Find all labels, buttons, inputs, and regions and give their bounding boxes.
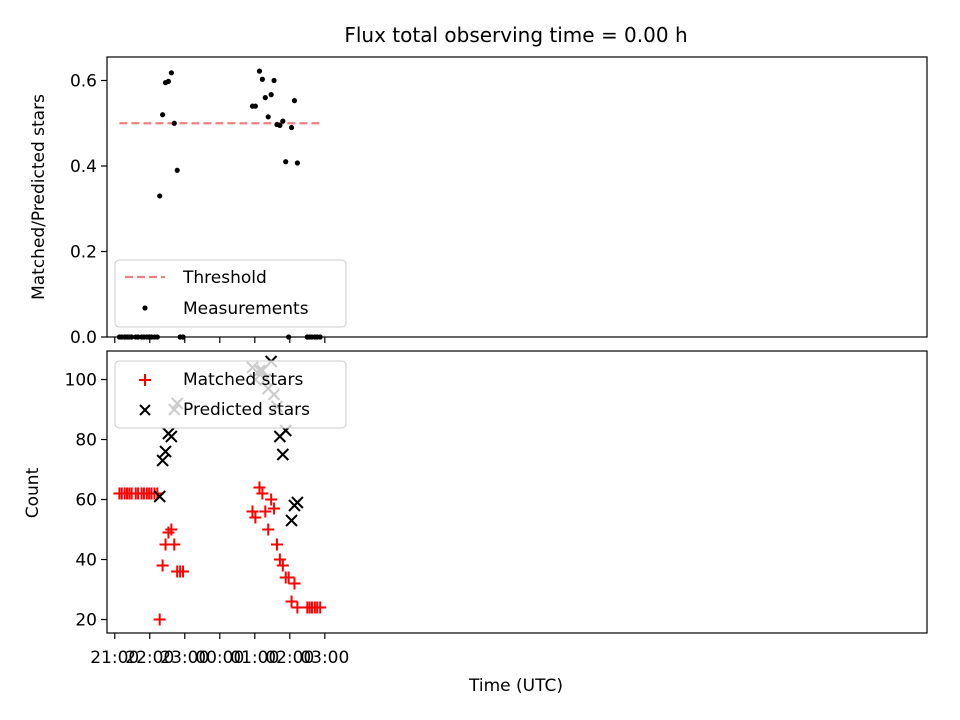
matched-star-point <box>168 538 181 551</box>
bottom-y-axis-label: Count <box>23 467 43 518</box>
matched-star-point <box>246 505 259 518</box>
x-tick-label: 02:00 <box>265 648 314 668</box>
x-tick-label: 01:00 <box>230 648 279 668</box>
bottom-legend-box <box>114 360 347 429</box>
bottom-y-tick-label: 20 <box>75 611 97 631</box>
legend-measurements-label: Measurements <box>183 299 309 319</box>
predicted-star-point <box>159 445 172 458</box>
x-tick-label: 21:00 <box>90 648 139 668</box>
top-y-tick-label: 0.6 <box>70 72 97 92</box>
top-plot-frame <box>106 56 928 338</box>
measurement-point <box>259 76 265 82</box>
measurement-point <box>317 334 323 340</box>
matched-star-point <box>273 553 286 566</box>
x-tick-label: 23:00 <box>160 648 209 668</box>
measurement-point <box>291 98 298 104</box>
legend-matched-swatch <box>139 374 151 386</box>
measurement-point <box>294 160 300 166</box>
measurement-point <box>256 68 263 74</box>
bottom-y-tick-label: 100 <box>65 371 97 391</box>
x-tick-label: 22:00 <box>125 648 174 668</box>
top-legend-box <box>114 259 347 328</box>
chart-title: Flux total observing time = 0.00 h <box>344 23 687 47</box>
measurement-point <box>286 334 292 340</box>
measurement-point <box>165 78 172 84</box>
bottom-y-tick-label: 60 <box>75 491 97 511</box>
measurement-point <box>157 193 163 199</box>
measurement-point <box>168 70 174 76</box>
matched-star-point <box>165 523 178 536</box>
x-tick-label: 03:00 <box>300 648 349 668</box>
bottom-y-tick-label: 40 <box>75 551 97 571</box>
measurement-point <box>129 334 135 340</box>
measurement-point <box>271 77 277 84</box>
matched-star-point <box>314 601 327 614</box>
top-y-tick-label: 0.4 <box>70 157 97 177</box>
bottom-legend: Matched stars Predicted stars <box>114 360 347 429</box>
measurement-point <box>180 334 186 340</box>
matched-star-point <box>177 565 190 578</box>
measurement-point <box>262 95 268 101</box>
measurement-point <box>154 334 160 340</box>
measurement-point <box>283 159 289 165</box>
measurement-point <box>280 118 286 124</box>
top-y-tick-label: 0.2 <box>70 243 97 263</box>
bottom-y-ticks: 20 40 60 80 100 <box>65 371 107 631</box>
predicted-star-point <box>276 448 290 461</box>
top-y-axis-label: Matched/Predicted stars <box>29 94 49 300</box>
matched-star-point <box>156 559 169 572</box>
measurement-point <box>277 122 283 128</box>
x-tick-label: 00:00 <box>195 648 244 668</box>
matched-star-point <box>253 481 266 494</box>
top-y-ticks: 0.0 0.2 0.4 0.6 <box>70 72 107 348</box>
matched-star-point <box>162 526 175 539</box>
legend-threshold-label: Threshold <box>182 268 267 288</box>
matched-star-point <box>282 571 295 584</box>
matched-star-point <box>259 505 272 518</box>
measurement-point <box>174 167 180 173</box>
measurement-point <box>288 124 295 131</box>
legend-predicted-swatch <box>139 404 151 416</box>
top-series-group <box>116 68 323 340</box>
top-y-tick-label: 0.0 <box>70 328 97 348</box>
top-legend: Threshold Measurements <box>114 259 347 328</box>
matched-star-point <box>256 487 269 500</box>
matched-star-point <box>270 538 283 551</box>
matched-star-point <box>268 502 281 515</box>
measurement-point <box>268 92 274 98</box>
predicted-star-point <box>153 490 166 503</box>
matched-star-point <box>262 523 275 536</box>
bottom-y-tick-label: 80 <box>75 431 97 451</box>
bottom-plot-frame <box>106 350 928 634</box>
predicted-star-point <box>285 514 298 527</box>
matched-star-point <box>249 511 262 524</box>
matched-star-point <box>285 595 298 608</box>
legend-measurements-swatch <box>142 305 148 311</box>
matched-star-point <box>265 493 278 506</box>
legend-predicted-label: Predicted stars <box>183 400 310 420</box>
matched-star-point <box>288 577 301 590</box>
predicted-star-point <box>165 430 178 443</box>
measurement-point <box>252 103 258 109</box>
predicted-star-point <box>156 454 169 467</box>
matched-star-point <box>153 613 166 626</box>
measurement-point <box>160 112 166 118</box>
top-plot-panel: 0.0 0.2 0.4 0.6 Matched/Predicted stars Thr… <box>29 56 928 348</box>
x-axis-label: Time (UTC) <box>468 676 563 696</box>
predicted-star-point <box>291 496 304 509</box>
measurement-point <box>265 114 271 120</box>
matched-star-point <box>276 559 289 572</box>
measurement-point <box>171 120 177 126</box>
legend-matched-label: Matched stars <box>183 370 303 390</box>
